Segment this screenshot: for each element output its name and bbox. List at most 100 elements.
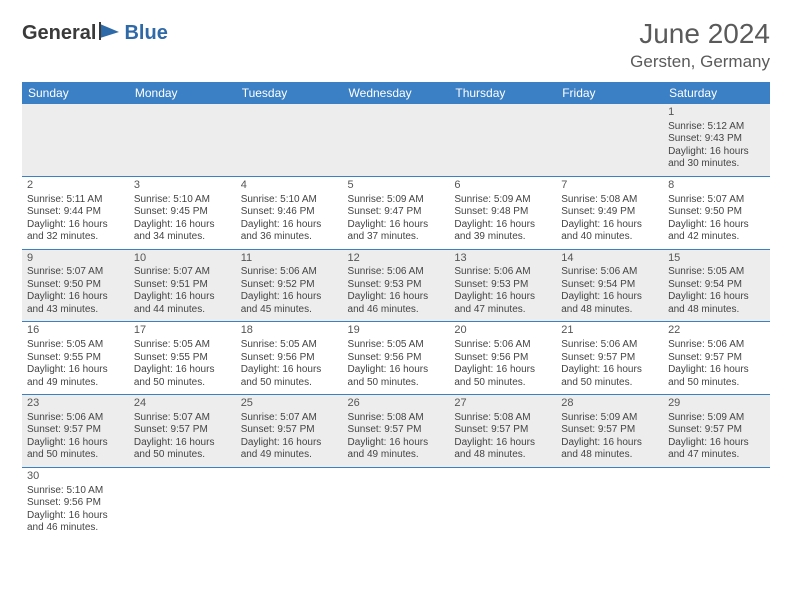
daylight-text2: and 47 minutes. (454, 304, 551, 317)
col-thu: Thursday (449, 82, 556, 104)
daylight-text: Daylight: 16 hours (27, 364, 124, 377)
flag-icon (99, 22, 121, 45)
day-cell: 21Sunrise: 5:06 AMSunset: 9:57 PMDayligh… (556, 322, 663, 395)
sunset-text: Sunset: 9:44 PM (27, 206, 124, 219)
sunset-text: Sunset: 9:52 PM (241, 279, 338, 292)
daylight-text: Daylight: 16 hours (454, 291, 551, 304)
daylight-text2: and 47 minutes. (668, 449, 765, 462)
sunset-text: Sunset: 9:43 PM (668, 133, 765, 146)
day-cell: 18Sunrise: 5:05 AMSunset: 9:56 PMDayligh… (236, 322, 343, 395)
daylight-text2: and 32 minutes. (27, 231, 124, 244)
day-number: 8 (668, 179, 765, 193)
day-cell: 24Sunrise: 5:07 AMSunset: 9:57 PMDayligh… (129, 395, 236, 468)
day-number: 2 (27, 179, 124, 193)
sunset-text: Sunset: 9:57 PM (134, 424, 231, 437)
col-wed: Wednesday (343, 82, 450, 104)
day-cell: 12Sunrise: 5:06 AMSunset: 9:53 PMDayligh… (343, 249, 450, 322)
sunset-text: Sunset: 9:57 PM (241, 424, 338, 437)
title-block: June 2024 Gersten, Germany (630, 18, 770, 72)
day-number: 22 (668, 324, 765, 338)
day-number: 27 (454, 397, 551, 411)
sunrise-text: Sunrise: 5:09 AM (454, 194, 551, 207)
daylight-text2: and 40 minutes. (561, 231, 658, 244)
day-cell: 1Sunrise: 5:12 AMSunset: 9:43 PMDaylight… (663, 104, 770, 176)
day-cell (556, 104, 663, 176)
sunrise-text: Sunrise: 5:05 AM (134, 339, 231, 352)
daylight-text2: and 49 minutes. (241, 449, 338, 462)
day-cell: 3Sunrise: 5:10 AMSunset: 9:45 PMDaylight… (129, 176, 236, 249)
day-cell: 25Sunrise: 5:07 AMSunset: 9:57 PMDayligh… (236, 395, 343, 468)
day-number: 3 (134, 179, 231, 193)
col-mon: Monday (129, 82, 236, 104)
daylight-text2: and 42 minutes. (668, 231, 765, 244)
sunrise-text: Sunrise: 5:10 AM (241, 194, 338, 207)
daylight-text: Daylight: 16 hours (27, 437, 124, 450)
day-cell: 27Sunrise: 5:08 AMSunset: 9:57 PMDayligh… (449, 395, 556, 468)
day-cell: 6Sunrise: 5:09 AMSunset: 9:48 PMDaylight… (449, 176, 556, 249)
day-cell: 16Sunrise: 5:05 AMSunset: 9:55 PMDayligh… (22, 322, 129, 395)
day-number: 4 (241, 179, 338, 193)
daylight-text2: and 48 minutes. (561, 449, 658, 462)
sunrise-text: Sunrise: 5:09 AM (561, 412, 658, 425)
day-number: 28 (561, 397, 658, 411)
sunset-text: Sunset: 9:54 PM (668, 279, 765, 292)
day-number: 1 (668, 106, 765, 120)
day-number: 9 (27, 252, 124, 266)
sunset-text: Sunset: 9:56 PM (27, 497, 124, 510)
day-number: 17 (134, 324, 231, 338)
sunset-text: Sunset: 9:56 PM (454, 352, 551, 365)
daylight-text: Daylight: 16 hours (241, 437, 338, 450)
day-number: 15 (668, 252, 765, 266)
daylight-text: Daylight: 16 hours (134, 219, 231, 232)
day-number: 25 (241, 397, 338, 411)
col-sat: Saturday (663, 82, 770, 104)
daylight-text: Daylight: 16 hours (454, 364, 551, 377)
week-row: 9Sunrise: 5:07 AMSunset: 9:50 PMDaylight… (22, 249, 770, 322)
sunrise-text: Sunrise: 5:10 AM (134, 194, 231, 207)
brand-logo: General Blue (22, 18, 168, 45)
daylight-text: Daylight: 16 hours (241, 364, 338, 377)
daylight-text2: and 34 minutes. (134, 231, 231, 244)
sunrise-text: Sunrise: 5:05 AM (27, 339, 124, 352)
daylight-text: Daylight: 16 hours (134, 364, 231, 377)
daylight-text2: and 50 minutes. (134, 449, 231, 462)
sunset-text: Sunset: 9:57 PM (561, 352, 658, 365)
calendar-table: Sunday Monday Tuesday Wednesday Thursday… (22, 82, 770, 540)
week-row: 30Sunrise: 5:10 AMSunset: 9:56 PMDayligh… (22, 467, 770, 539)
daylight-text: Daylight: 16 hours (561, 291, 658, 304)
sunset-text: Sunset: 9:55 PM (134, 352, 231, 365)
sunset-text: Sunset: 9:53 PM (348, 279, 445, 292)
daylight-text: Daylight: 16 hours (348, 364, 445, 377)
daylight-text: Daylight: 16 hours (454, 437, 551, 450)
sunrise-text: Sunrise: 5:11 AM (27, 194, 124, 207)
sunrise-text: Sunrise: 5:10 AM (27, 485, 124, 498)
sunrise-text: Sunrise: 5:06 AM (27, 412, 124, 425)
sunset-text: Sunset: 9:55 PM (27, 352, 124, 365)
day-cell: 30Sunrise: 5:10 AMSunset: 9:56 PMDayligh… (22, 467, 129, 539)
daylight-text2: and 50 minutes. (454, 377, 551, 390)
day-cell (22, 104, 129, 176)
day-cell: 15Sunrise: 5:05 AMSunset: 9:54 PMDayligh… (663, 249, 770, 322)
col-tue: Tuesday (236, 82, 343, 104)
sunrise-text: Sunrise: 5:09 AM (348, 194, 445, 207)
daylight-text2: and 50 minutes. (241, 377, 338, 390)
daylight-text: Daylight: 16 hours (27, 291, 124, 304)
daylight-text2: and 50 minutes. (561, 377, 658, 390)
sunset-text: Sunset: 9:53 PM (454, 279, 551, 292)
daylight-text2: and 43 minutes. (27, 304, 124, 317)
daylight-text: Daylight: 16 hours (134, 437, 231, 450)
daylight-text2: and 39 minutes. (454, 231, 551, 244)
day-number: 29 (668, 397, 765, 411)
daylight-text: Daylight: 16 hours (668, 219, 765, 232)
page: General Blue June 2024 Gersten, Germany … (0, 0, 792, 558)
sunset-text: Sunset: 9:57 PM (454, 424, 551, 437)
daylight-text: Daylight: 16 hours (27, 219, 124, 232)
sunset-text: Sunset: 9:54 PM (561, 279, 658, 292)
sunrise-text: Sunrise: 5:06 AM (561, 266, 658, 279)
day-cell: 13Sunrise: 5:06 AMSunset: 9:53 PMDayligh… (449, 249, 556, 322)
daylight-text: Daylight: 16 hours (27, 510, 124, 523)
sunrise-text: Sunrise: 5:06 AM (668, 339, 765, 352)
day-number: 30 (27, 470, 124, 484)
sunrise-text: Sunrise: 5:09 AM (668, 412, 765, 425)
location: Gersten, Germany (630, 52, 770, 72)
